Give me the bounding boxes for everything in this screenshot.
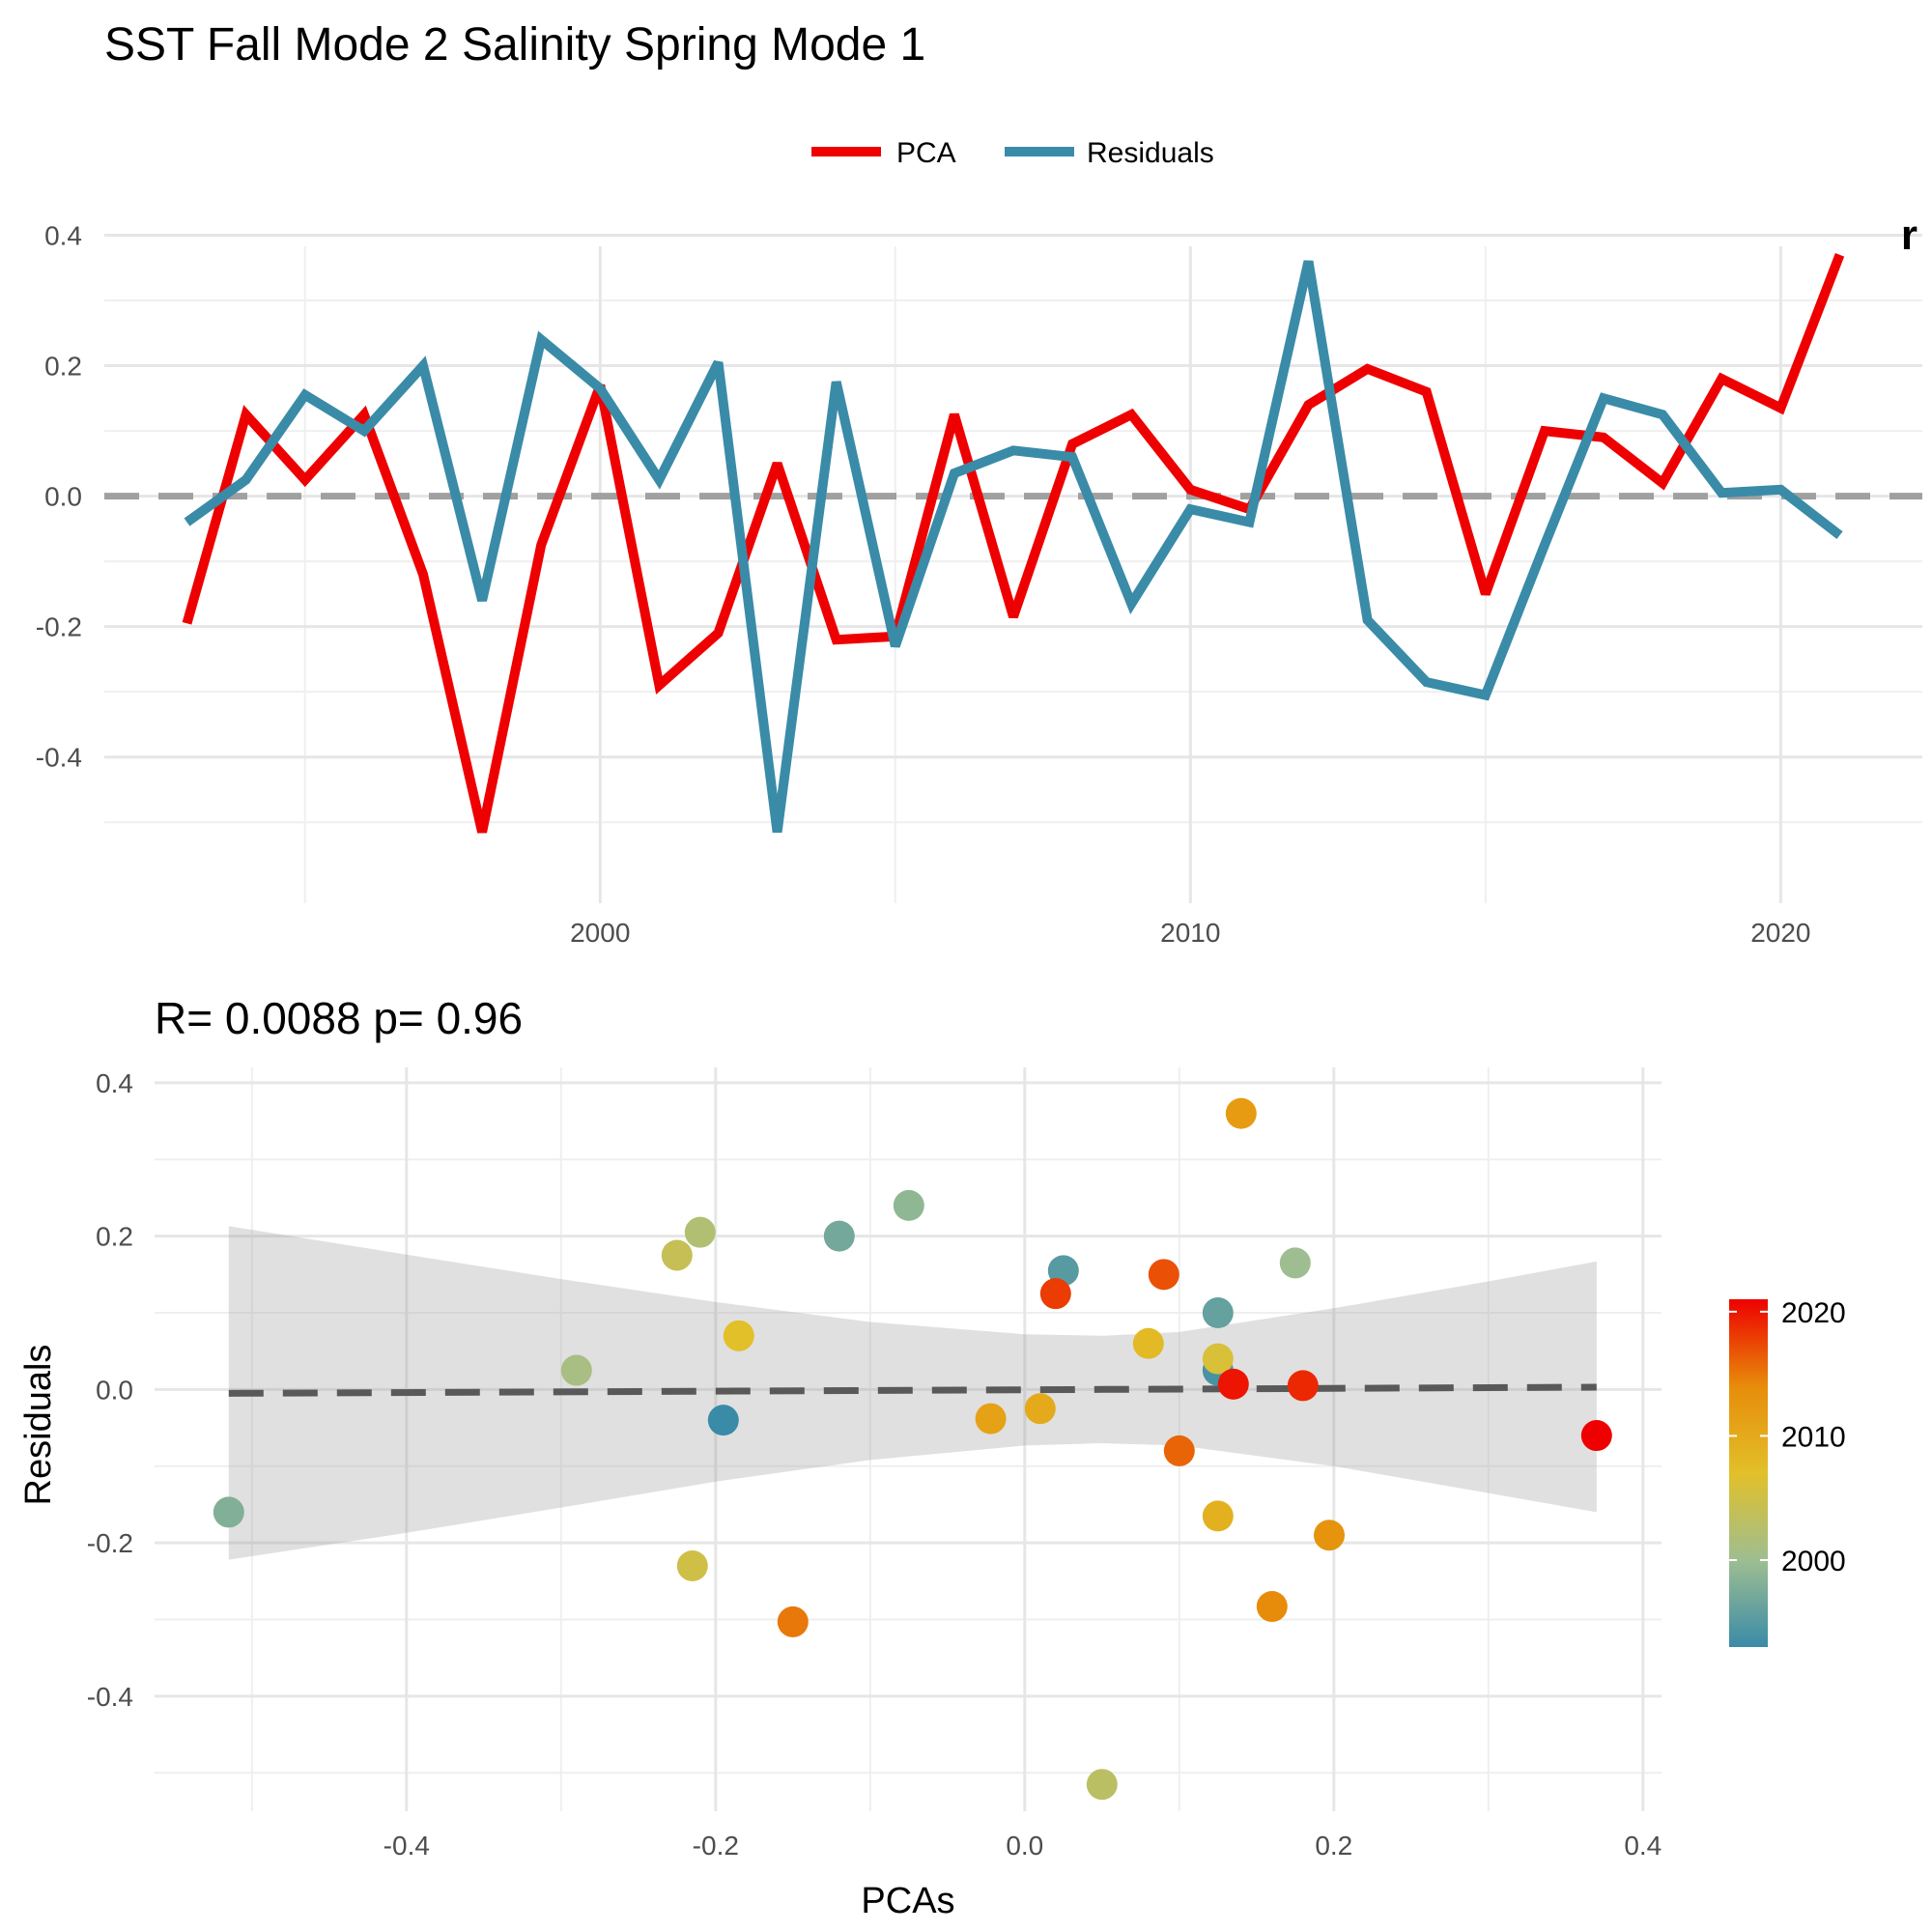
fit-line [228,1383,1597,1397]
scatter-title: R= 0.0088 p= 0.96 [155,993,523,1043]
scatter-point [1163,1435,1195,1466]
scatter-x-tick-label: -0.2 [693,1831,739,1861]
scatter-point [1287,1370,1319,1402]
time-series-y-tick-label: 0.4 [44,221,82,251]
series-line-pca [182,253,1845,834]
scatter-y-tick-label: 0.0 [96,1375,133,1405]
scatter-grid [155,1067,1662,1811]
scatter-points [213,1097,1612,1801]
time-series-panel: -0.4 -0.2 0.0 0.2 0.4 2000 2010 2020 r [36,212,1922,948]
legend: PCA Residuals [811,137,1214,169]
scatter-point [1039,1278,1071,1310]
y-axis-title: Residuals [18,1345,59,1506]
scatter-point [213,1496,244,1528]
scatter-y-tick-label: -0.2 [87,1528,133,1558]
scatter-point [1024,1393,1056,1425]
scatter-point [1314,1520,1345,1551]
regression-fit-line [228,1383,1597,1397]
colorbar-tick-label: 2000 [1781,1546,1846,1577]
scatter-point [1086,1769,1118,1801]
colorbar-ticks: 2000 2010 2020 [1729,1297,1846,1577]
time-series-x-tick-label: 2000 [570,918,630,948]
time-series-lines [104,253,1922,834]
time-series-y-tick-label: 0.0 [44,482,82,512]
scatter-y-tick-label: 0.4 [96,1068,133,1098]
scatter-x-tick-label: 0.2 [1315,1831,1352,1861]
time-series-y-tick-label: -0.4 [36,743,82,773]
scatter-point [723,1320,754,1351]
scatter-x-tick-label: 0.4 [1624,1831,1662,1861]
colorbar-tick-label: 2020 [1781,1297,1846,1329]
time-series-x-tick-label: 2010 [1160,918,1220,948]
scatter-point [975,1403,1007,1435]
scatter-point [823,1220,855,1252]
x-axis-title: PCAs [861,1881,954,1921]
scatter-point [1132,1327,1164,1359]
legend-label-residuals: Residuals [1087,137,1214,169]
time-series-y-tick-label: 0.2 [44,352,82,382]
time-series-tick-labels: -0.4 -0.2 0.0 0.2 0.4 2000 2010 2020 [36,221,1811,948]
scatter-point [676,1549,708,1581]
scatter-point [1217,1368,1249,1400]
colorbar-tick-label: 2010 [1781,1421,1846,1453]
scatter-tick-labels: -0.4 -0.2 0.0 0.2 0.4 -0.4 -0.2 0.0 0.2 0.4 [87,1068,1662,1861]
scatter-point [661,1239,693,1271]
time-series-x-tick-label: 2020 [1750,918,1810,948]
colorbar: 2000 2010 2020 [1729,1297,1846,1647]
scatter-point [1202,1297,1234,1329]
time-series-y-tick-label: -0.2 [36,612,82,642]
scatter-point [1202,1500,1234,1532]
time-series-annotation: r [1901,212,1918,259]
legend-label-pca: PCA [896,137,956,169]
scatter-y-tick-label: 0.2 [96,1222,133,1252]
scatter-point [1202,1343,1234,1375]
colorbar-gradient [1729,1299,1768,1647]
scatter-point [1279,1247,1311,1279]
scatter-panel: R= 0.0088 p= 0.96 -0.4-0.20.00.20.4-0.4-… [18,993,1662,1921]
scatter-point [777,1605,809,1637]
series-line-residuals [184,260,1843,834]
scatter-y-tick-label: -0.4 [87,1682,133,1712]
scatter-point [893,1189,924,1221]
scatter-point [1580,1420,1612,1452]
scatter-point [684,1216,716,1248]
scatter-x-tick-label: -0.4 [384,1831,430,1861]
scatter-point [560,1354,592,1386]
scatter-x-tick-label: 0.0 [1006,1831,1043,1861]
figure-title: SST Fall Mode 2 Salinity Spring Mode 1 [104,19,925,71]
scatter-point [1225,1097,1257,1129]
scatter-point [1148,1259,1179,1291]
scatter-point [1256,1591,1288,1623]
scatter-point [707,1405,739,1436]
time-series-grid [104,234,1922,903]
